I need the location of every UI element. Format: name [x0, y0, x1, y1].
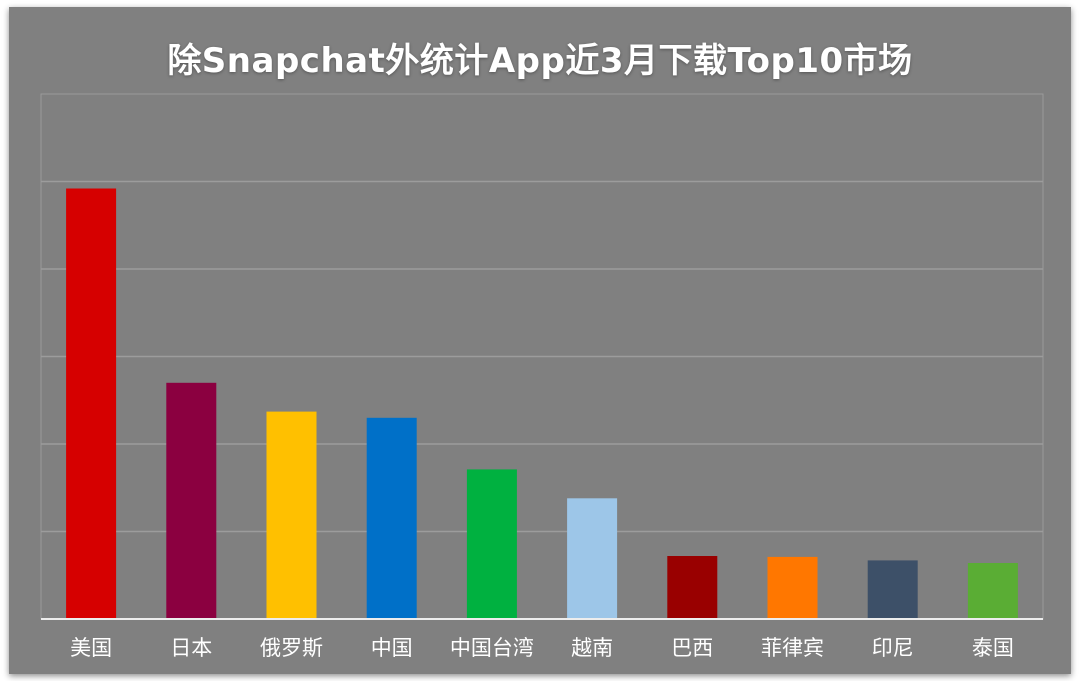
chart-card: 除Snapchat外统计App近3月下载Top10市场 美国 日本 俄罗斯 中国 中国台…: [9, 7, 1071, 674]
x-tick-label: 日本: [170, 636, 212, 660]
x-tick-label: 中国: [371, 636, 413, 660]
bar-6: [667, 556, 718, 619]
bar-0: [66, 188, 117, 619]
x-tick-label: 菲律宾: [761, 636, 824, 660]
x-tick-label: 俄罗斯: [260, 636, 323, 660]
bar-1: [166, 382, 217, 620]
x-tick-label: 越南: [571, 636, 613, 660]
x-tick-labels: 美国 日本 俄罗斯 中国 中国台湾 越南 巴西 菲律宾 印尼 泰国: [70, 636, 1014, 660]
x-tick-label: 中国台湾: [450, 636, 534, 660]
chart-title: 除Snapchat外统计App近3月下载Top10市场: [167, 41, 913, 81]
x-tick-label: 印尼: [872, 636, 914, 660]
x-tick-label: 巴西: [671, 636, 713, 660]
bar-3: [366, 417, 417, 620]
bar-5: [567, 498, 618, 620]
bar-8: [867, 560, 918, 619]
bar-7: [767, 556, 818, 619]
bars: [66, 188, 1018, 620]
bar-chart: 美国 日本 俄罗斯 中国 中国台湾 越南 巴西 菲律宾 印尼 泰国: [40, 93, 1044, 660]
bar-2: [266, 411, 317, 619]
bar-9: [967, 563, 1018, 619]
x-tick-label: 美国: [70, 636, 112, 660]
bar-4: [466, 469, 517, 619]
x-tick-label: 泰国: [972, 636, 1014, 660]
